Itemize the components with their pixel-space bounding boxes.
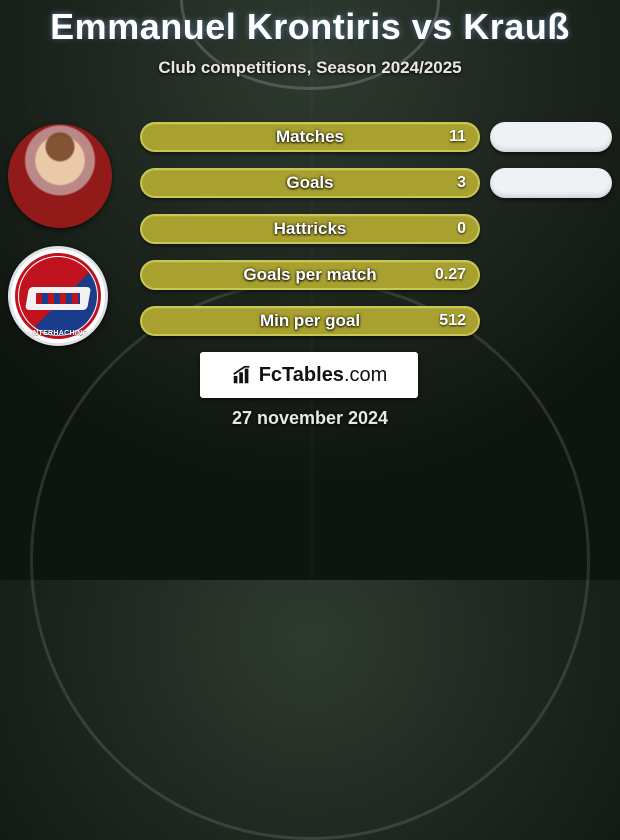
club-badge-text: UNTERHACHING <box>11 330 105 337</box>
stat-bar-value: 512 <box>439 312 466 330</box>
stat-bar: Goals per match 0.27 <box>140 260 480 290</box>
club-badge-inner <box>19 257 97 335</box>
brand-name: FcTables <box>259 364 344 386</box>
comparison-pills <box>490 122 612 352</box>
stat-bar-value: 11 <box>449 128 466 146</box>
stat-bar: Min per goal 512 <box>140 306 480 336</box>
stat-bars: Matches 11 Goals 3 Hattricks 0 Goals per match… <box>140 122 480 352</box>
player-avatar <box>8 124 112 228</box>
stat-bar-value: 3 <box>457 174 466 192</box>
brand-text: FcTables.com <box>259 364 388 387</box>
club-badge: UNTERHACHING <box>8 246 108 346</box>
stat-bar-value: 0 <box>457 220 466 238</box>
stat-bar-label: Hattricks <box>274 219 347 239</box>
page-title: Emmanuel Krontiris vs Krauß <box>0 0 620 48</box>
brand-badge[interactable]: FcTables.com <box>200 352 418 398</box>
stat-bar-label: Matches <box>276 127 344 147</box>
date-text: 27 november 2024 <box>0 408 620 429</box>
brand-tld: .com <box>344 364 387 386</box>
page-subtitle: Club competitions, Season 2024/2025 <box>0 58 620 78</box>
comparison-pill <box>490 168 612 198</box>
stat-bar-label: Min per goal <box>260 311 360 331</box>
comparison-pill <box>490 122 612 152</box>
stat-bar-value: 0.27 <box>435 266 466 284</box>
stat-bar: Hattricks 0 <box>140 214 480 244</box>
brand-chart-icon <box>231 364 253 386</box>
stat-bar-label: Goals <box>286 173 333 193</box>
stat-bar: Matches 11 <box>140 122 480 152</box>
stat-bar: Goals 3 <box>140 168 480 198</box>
stat-bar-label: Goals per match <box>243 265 376 285</box>
avatars-column: UNTERHACHING <box>8 124 120 364</box>
